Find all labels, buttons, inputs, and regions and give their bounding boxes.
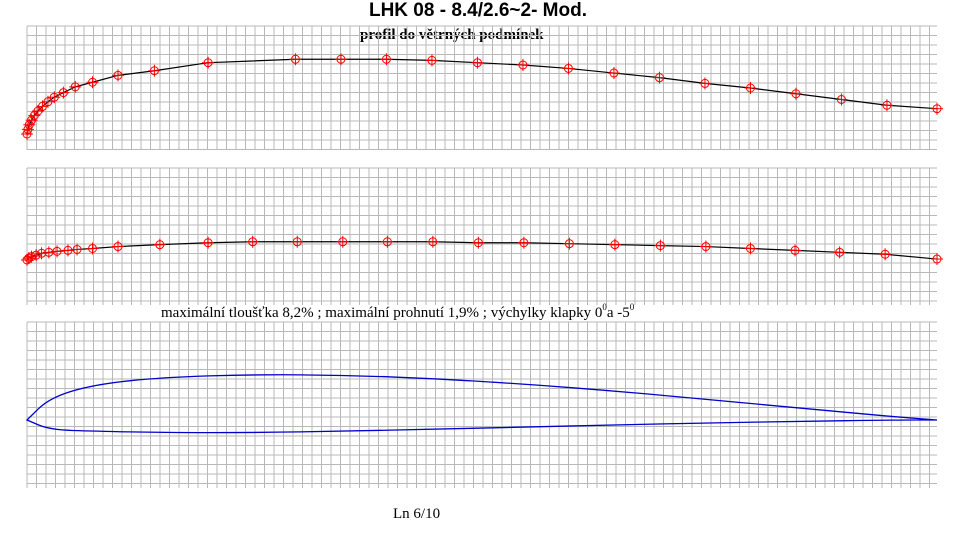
data-point bbox=[698, 77, 711, 90]
data-point bbox=[25, 114, 38, 127]
caption-text-end: a -5 bbox=[606, 305, 630, 321]
data-point bbox=[112, 240, 124, 253]
profile-stats-caption: maximální tloušťka 8,2% ; maximální proh… bbox=[161, 302, 634, 322]
data-point bbox=[833, 246, 846, 259]
data-point bbox=[51, 245, 64, 258]
data-point bbox=[789, 244, 802, 257]
data-point bbox=[744, 242, 757, 255]
data-point bbox=[931, 102, 943, 115]
data-point bbox=[23, 118, 36, 131]
data-point bbox=[21, 128, 33, 140]
degree-mark: 0 bbox=[629, 302, 635, 312]
data-point bbox=[71, 243, 84, 256]
upper-surface-curve bbox=[26, 58, 938, 135]
grid bbox=[26, 25, 937, 150]
data-point bbox=[471, 56, 484, 69]
data-point bbox=[31, 105, 44, 117]
data-point bbox=[744, 82, 757, 94]
data-point bbox=[86, 76, 99, 89]
data-point bbox=[153, 238, 166, 251]
data-point bbox=[334, 53, 347, 66]
data-point bbox=[36, 100, 49, 113]
degree-mark: 0 bbox=[602, 302, 607, 312]
camber-line-panel bbox=[21, 167, 943, 305]
data-point bbox=[202, 236, 215, 249]
data-point bbox=[426, 235, 439, 248]
data-point bbox=[336, 235, 349, 248]
data-point bbox=[86, 242, 99, 255]
data-point bbox=[21, 254, 33, 266]
data-point bbox=[472, 236, 485, 249]
data-point bbox=[562, 62, 575, 75]
data-point bbox=[61, 244, 74, 257]
data-point bbox=[21, 123, 34, 136]
data-point bbox=[931, 253, 943, 266]
data-point bbox=[291, 235, 304, 248]
data-point bbox=[607, 67, 620, 80]
data-point bbox=[202, 56, 215, 69]
data-point bbox=[112, 69, 124, 82]
profile-outline-curve bbox=[25, 374, 938, 434]
data-point bbox=[35, 247, 48, 260]
grid bbox=[26, 167, 937, 305]
data-point bbox=[880, 99, 893, 112]
profile-outline-panel bbox=[25, 321, 938, 488]
data-point bbox=[381, 235, 394, 248]
upper-surface-panel bbox=[21, 25, 943, 150]
footer-label: Ln 6/10 bbox=[393, 506, 441, 522]
data-point bbox=[30, 249, 43, 262]
data-point bbox=[563, 237, 576, 250]
data-point bbox=[246, 235, 259, 248]
data-point bbox=[48, 91, 61, 104]
page-title: LHK 08 - 8.4/2.6~2- Mod. bbox=[368, 0, 588, 21]
data-point bbox=[41, 95, 54, 108]
data-point bbox=[25, 250, 38, 263]
data-point bbox=[148, 64, 161, 77]
caption-text: maximální tloušťka 8,2% ; maximální proh… bbox=[161, 305, 603, 321]
data-point bbox=[517, 236, 530, 249]
data-point bbox=[289, 53, 302, 66]
data-point bbox=[69, 80, 82, 93]
data-point bbox=[835, 93, 848, 106]
data-point bbox=[654, 239, 667, 252]
data-point bbox=[516, 59, 529, 71]
grid bbox=[26, 321, 937, 488]
data-point bbox=[380, 53, 393, 66]
data-point bbox=[789, 87, 802, 100]
data-point bbox=[879, 248, 892, 261]
data-point bbox=[57, 86, 70, 99]
data-point bbox=[425, 54, 438, 67]
data-point bbox=[653, 71, 666, 84]
data-point bbox=[699, 240, 712, 253]
data-point bbox=[608, 238, 621, 251]
